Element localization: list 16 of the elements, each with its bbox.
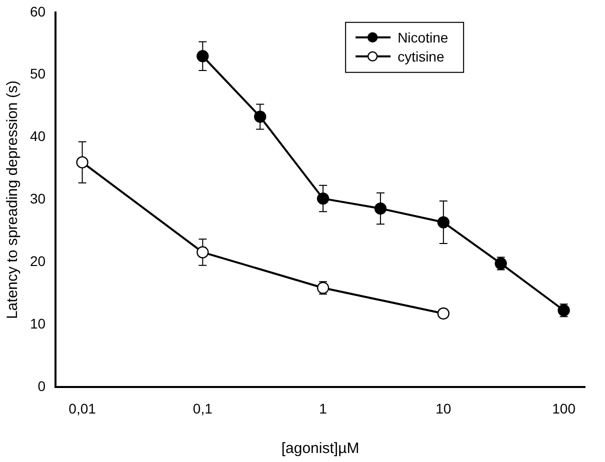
y-tick-label: 20 — [30, 253, 46, 270]
x-tick-label: 1 — [319, 400, 328, 416]
x-tick-label: 10 — [436, 400, 452, 416]
y-tick-label: 30 — [30, 190, 46, 207]
y-tick-label: 10 — [30, 316, 46, 332]
y-tick-label: 50 — [30, 66, 46, 82]
x-axis-title: [agonist]µM — [281, 440, 360, 458]
y-tick-label: 60 — [30, 3, 46, 20]
y-tick-label: 40 — [30, 128, 46, 144]
x-tick-label: 0,01 — [68, 400, 96, 416]
x-tick-label: 100 — [552, 400, 576, 416]
y-axis-title: Latency to spreading depression (s) — [4, 80, 22, 320]
legend-label: cytisine — [398, 48, 444, 64]
legend-label: Nicotine — [398, 29, 448, 46]
x-tick-label: 0,1 — [192, 400, 213, 416]
y-tick-label: 0 — [38, 378, 46, 394]
